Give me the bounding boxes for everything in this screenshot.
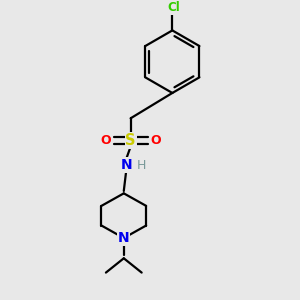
Text: O: O [151, 134, 161, 147]
Text: O: O [100, 134, 111, 147]
Text: H: H [137, 159, 146, 172]
Text: S: S [125, 133, 136, 148]
Text: N: N [120, 158, 132, 172]
Text: Cl: Cl [168, 1, 181, 14]
Text: N: N [118, 231, 130, 245]
